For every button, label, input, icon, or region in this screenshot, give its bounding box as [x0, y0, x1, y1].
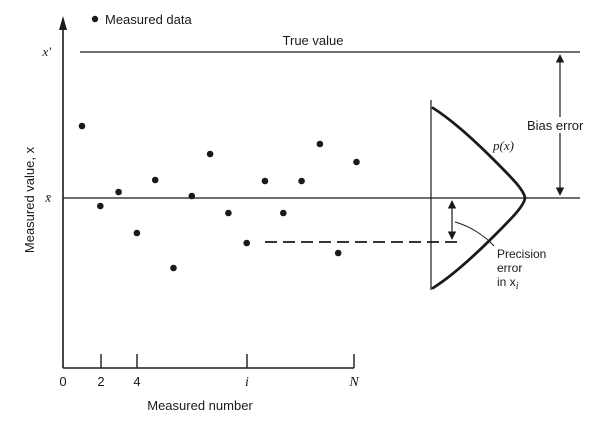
x-tick-label-4: 4 [133, 374, 140, 389]
data-point-10 [243, 239, 250, 247]
bias-error-label: Bias error [527, 118, 584, 133]
data-point-3 [115, 188, 122, 196]
y-axis-title: Measured value, x [22, 146, 37, 253]
precision-label-line2: error [497, 261, 522, 275]
data-point-7 [188, 192, 196, 200]
legend-marker [91, 15, 99, 23]
data-point-5 [151, 176, 159, 184]
data-point-14 [316, 140, 324, 148]
data-point-4 [133, 229, 141, 237]
distribution-label: p(x) [492, 138, 514, 153]
precision-leader-line [454, 221, 495, 247]
data-point-12 [280, 209, 287, 217]
data-point-16 [353, 158, 360, 166]
precision-label-line1: Precision [497, 247, 546, 261]
x-tick-label-i: i [245, 375, 249, 390]
true-value-label: True value [283, 33, 344, 48]
y-tick-label-mean: x̄ [44, 190, 51, 205]
data-point-9 [225, 209, 232, 217]
precision-label-line3: in xi [497, 275, 519, 292]
data-point-11 [261, 177, 269, 185]
data-point-1 [78, 122, 86, 130]
data-point-15 [334, 249, 342, 257]
distribution-curve [431, 106, 527, 290]
bias-error-label-bg [526, 117, 590, 133]
legend-label: Measured data [105, 12, 192, 27]
y-axis-arrow [59, 16, 67, 30]
data-point-2 [97, 202, 104, 210]
precision-label-sub: i [516, 281, 519, 292]
data-point-13 [298, 177, 305, 185]
data-point-8 [206, 150, 214, 158]
data-points [78, 122, 360, 272]
x-tick-label-N: N [348, 375, 359, 390]
data-point-6 [170, 264, 177, 272]
y-tick-label-true: x' [41, 44, 51, 59]
x-tick-label-0: 0 [59, 374, 66, 389]
x-tick-label-2: 2 [97, 374, 104, 389]
x-axis-title: Measured number [147, 398, 253, 413]
precision-label-prefix: in x [497, 275, 516, 289]
